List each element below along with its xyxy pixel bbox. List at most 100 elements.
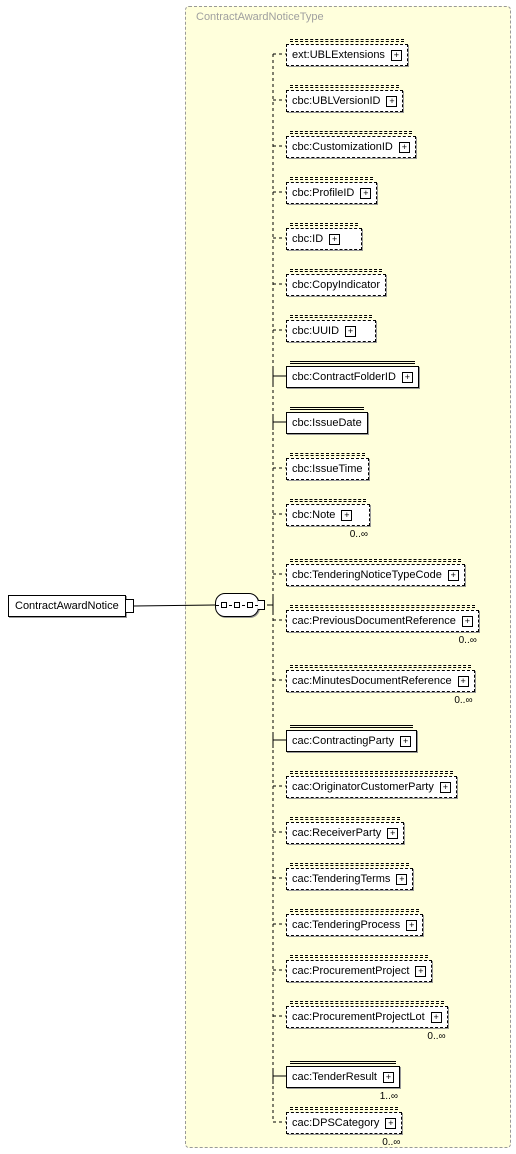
annotation-lines-icon — [290, 1063, 396, 1067]
expand-icon[interactable]: + — [406, 920, 417, 931]
expand-icon[interactable]: + — [440, 782, 451, 793]
schema-element-box: cbc:ProfileID+ — [286, 182, 377, 204]
schema-element-label: ext:UBLExtensions — [292, 49, 385, 61]
schema-element: cac:TenderingTerms + — [286, 868, 413, 890]
cardinality-label: 0..∞ — [459, 635, 477, 646]
type-title: ContractAwardNoticeType — [196, 11, 324, 23]
schema-element: cac:ContractingParty + — [286, 730, 417, 752]
expand-icon[interactable]: + — [341, 510, 352, 521]
expand-icon[interactable]: + — [386, 96, 397, 107]
schema-element-box: cbc:Note + — [286, 504, 370, 526]
schema-element-box: cac:ProcurementProjectLot + — [286, 1006, 448, 1028]
expand-icon[interactable]: + — [345, 326, 356, 337]
schema-element-label: cac:DPSCategory — [292, 1117, 379, 1129]
annotation-lines-icon — [290, 317, 372, 321]
schema-element-box: ext:UBLExtensions + — [286, 44, 408, 66]
expand-icon[interactable]: + — [402, 372, 413, 383]
schema-element-box: cbc:CustomizationID + — [286, 136, 416, 158]
schema-element: cac:PreviousDocumentReference+0..∞ — [286, 610, 479, 632]
annotation-lines-icon — [290, 179, 373, 183]
expand-icon[interactable]: + — [387, 828, 398, 839]
schema-element: cbc:CustomizationID + — [286, 136, 416, 158]
annotation-lines-icon — [290, 271, 382, 275]
annotation-lines-icon — [290, 225, 358, 229]
root-element: ContractAwardNotice — [8, 595, 126, 617]
expand-icon[interactable]: + — [391, 50, 402, 61]
schema-element: cac:OriginatorCustomerParty + — [286, 776, 457, 798]
schema-element: cbc:ProfileID+ — [286, 182, 377, 204]
schema-element-box: cac:DPSCategory + — [286, 1112, 402, 1134]
schema-element-box: cac:ReceiverParty+ — [286, 822, 404, 844]
schema-element: cbc:IssueDate — [286, 412, 368, 434]
schema-element-label: cac:TenderingProcess — [292, 919, 400, 931]
cardinality-label: 0..∞ — [427, 1031, 445, 1042]
schema-element-label: cbc:TenderingNoticeTypeCode — [292, 569, 442, 581]
schema-element-box: cbc:TenderingNoticeTypeCode + — [286, 564, 465, 586]
schema-element: cbc:ContractFolderID + — [286, 366, 419, 388]
expand-icon[interactable]: + — [399, 142, 410, 153]
expand-icon[interactable]: + — [462, 616, 473, 627]
schema-element: cbc:TenderingNoticeTypeCode + — [286, 564, 465, 586]
schema-element: cbc:IssueTime — [286, 458, 369, 480]
schema-element-label: cbc:IssueDate — [292, 417, 362, 429]
schema-element-label: cbc:IssueTime — [292, 463, 363, 475]
schema-element: cbc:Note+0..∞ — [286, 504, 370, 526]
root-attach-tab — [126, 599, 134, 613]
schema-element-box: cac:TenderResult + — [286, 1066, 400, 1088]
schema-element: cac:ProcurementProject+ — [286, 960, 432, 982]
schema-element-label: cbc:ContractFolderID — [292, 371, 396, 383]
schema-element-label: cac:TenderResult — [292, 1071, 377, 1083]
annotation-lines-icon — [290, 865, 409, 869]
schema-element-label: cbc:CopyIndicator — [292, 279, 380, 291]
expand-icon[interactable]: + — [360, 188, 371, 199]
annotation-lines-icon — [290, 773, 453, 777]
schema-element-box: cac:PreviousDocumentReference+ — [286, 610, 479, 632]
root-label: ContractAwardNotice — [15, 600, 119, 612]
schema-element-label: cbc:UUID — [292, 325, 339, 337]
annotation-lines-icon — [290, 819, 400, 823]
expand-icon[interactable]: + — [396, 874, 407, 885]
annotation-lines-icon — [290, 41, 404, 45]
cardinality-label: 1..∞ — [380, 1091, 398, 1102]
expand-icon[interactable]: + — [415, 966, 426, 977]
annotation-lines-icon — [290, 501, 366, 505]
annotation-lines-icon — [290, 1109, 398, 1113]
annotation-lines-icon — [290, 133, 412, 137]
schema-element-label: cac:MinutesDocumentReference — [292, 675, 452, 687]
annotation-lines-icon — [290, 363, 415, 367]
schema-element-label: cac:ContractingParty — [292, 735, 394, 747]
schema-element: ext:UBLExtensions + — [286, 44, 408, 66]
schema-element-label: cac:TenderingTerms — [292, 873, 390, 885]
annotation-lines-icon — [290, 1003, 444, 1007]
schema-element: cbc:CopyIndicator — [286, 274, 386, 296]
schema-element-label: cbc:CustomizationID — [292, 141, 393, 153]
schema-element-box: cac:MinutesDocumentReference + — [286, 670, 475, 692]
expand-icon[interactable]: + — [448, 570, 459, 581]
sequence-attach-tab — [258, 600, 265, 610]
schema-element: cac:MinutesDocumentReference+0..∞ — [286, 670, 475, 692]
schema-element-box: cac:ContractingParty + — [286, 730, 417, 752]
schema-element: cac:TenderResult+1..∞ — [286, 1066, 400, 1088]
schema-element-label: cbc:Note — [292, 509, 335, 521]
schema-element-box: cbc:CopyIndicator — [286, 274, 386, 296]
schema-element-box: cac:TenderingTerms + — [286, 868, 413, 890]
schema-element: cac:ProcurementProjectLot+0..∞ — [286, 1006, 448, 1028]
schema-element-label: cac:OriginatorCustomerParty — [292, 781, 434, 793]
schema-element: cbc:UUID + — [286, 320, 376, 342]
annotation-lines-icon — [290, 957, 428, 961]
expand-icon[interactable]: + — [329, 234, 340, 245]
expand-icon[interactable]: + — [400, 736, 411, 747]
annotation-lines-icon — [290, 409, 364, 413]
schema-element-box: cbc:IssueTime — [286, 458, 369, 480]
expand-icon[interactable]: + — [431, 1012, 442, 1023]
annotation-lines-icon — [290, 667, 471, 671]
expand-icon[interactable]: + — [385, 1118, 396, 1129]
schema-element-label: cbc:ID — [292, 233, 323, 245]
schema-element-box: cbc:ID + — [286, 228, 362, 250]
schema-element-box: cbc:IssueDate — [286, 412, 368, 434]
schema-element-box: cac:OriginatorCustomerParty + — [286, 776, 457, 798]
expand-icon[interactable]: + — [458, 676, 469, 687]
schema-element: cac:ReceiverParty+ — [286, 822, 404, 844]
schema-element-label: cac:ProcurementProjectLot — [292, 1011, 425, 1023]
expand-icon[interactable]: + — [383, 1072, 394, 1083]
